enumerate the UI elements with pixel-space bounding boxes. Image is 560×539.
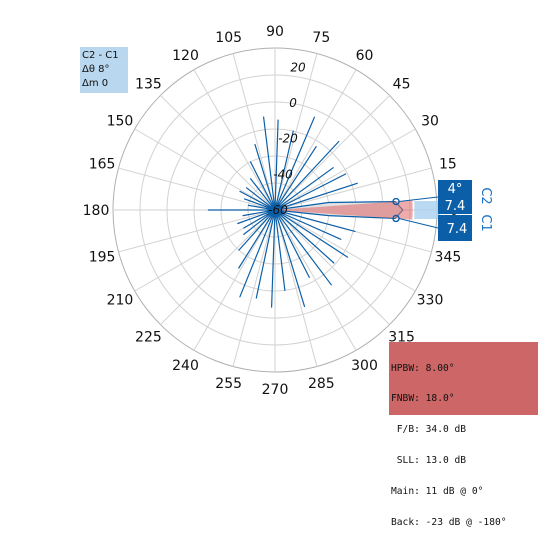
measure-back: Back: -23 dB @ -180° <box>391 517 507 529</box>
angle-tick-label: 45 <box>393 76 411 92</box>
angle-tick-label: 165 <box>89 157 116 173</box>
polar-grid <box>112 47 438 373</box>
angle-tick-label: 195 <box>89 249 116 265</box>
grid-spoke <box>274 95 390 211</box>
main-lobe-highlight <box>275 200 441 220</box>
angle-tick-label: 90 <box>266 24 284 40</box>
radial-tick-label: -60 <box>268 203 288 217</box>
measurement-box[interactable]: HPBW: 8.00° FNBW: 18.0° F/B: 34.0 dB SLL… <box>389 342 538 528</box>
grid-spoke <box>274 69 357 211</box>
radial-tick-labels: -60 -40 -20 0 20 <box>268 60 306 217</box>
grid-spoke <box>274 209 390 325</box>
grid-spoke <box>274 209 318 367</box>
cursor-box-c2[interactable] <box>438 180 472 214</box>
cursor-leader <box>398 217 439 229</box>
angle-tick-label: 210 <box>107 293 134 309</box>
angle-tick-label: 255 <box>215 376 242 392</box>
angle-tick-label: 120 <box>172 48 199 64</box>
grid-spoke <box>160 95 276 211</box>
grid-spoke <box>232 53 276 211</box>
angle-tick-label: 315 <box>388 330 415 346</box>
angle-tick-label: 135 <box>135 76 162 92</box>
grid-spoke <box>118 167 276 211</box>
half-power-marker <box>414 201 441 219</box>
measure-fnbw: FNBW: 18.0° <box>391 393 455 405</box>
angle-tick-label: 270 <box>262 382 289 398</box>
grid-spoke <box>232 209 276 367</box>
measure-hpbw: HPBW: 8.00° <box>391 362 455 374</box>
cursor-angle-label: 4° <box>448 182 463 197</box>
radial-tick-label: -40 <box>273 167 293 181</box>
angle-tick-label: 75 <box>312 30 330 46</box>
angle-tick-label: 330 <box>417 293 444 309</box>
grid-spoke <box>193 69 276 211</box>
radial-tick-label: -20 <box>278 132 298 146</box>
cursor-diff-dtheta: Δθ 8° <box>82 64 110 75</box>
cursor-box-c1[interactable] <box>438 215 472 241</box>
angle-tick-label: 60 <box>356 48 374 64</box>
grid-spoke <box>134 128 276 211</box>
main-lobe-wedge <box>275 200 413 220</box>
measure-main: Main: 11 dB @ 0° <box>391 486 484 498</box>
angle-tick-label: 285 <box>308 376 335 392</box>
grid-spoke <box>118 209 276 253</box>
grid-spoke <box>274 209 416 292</box>
angle-tick-label: 105 <box>215 30 242 46</box>
angle-tick-label: 225 <box>135 330 162 346</box>
cursor-diff-title: C2 - C1 <box>82 50 119 61</box>
grid-spoke <box>274 209 357 351</box>
cursor-diff-dm: Δm 0 <box>82 78 109 89</box>
angle-tick-label: 150 <box>107 114 134 130</box>
cursor-name-label: C1 <box>478 214 493 231</box>
angle-tick-label: 30 <box>421 114 439 130</box>
angle-tick-label: 300 <box>351 358 378 374</box>
grid-spoke <box>193 209 276 351</box>
radial-tick-label: 0 <box>289 96 297 110</box>
angle-tick-labels: 0 15 30 45 60 75 90 105 120 135 150 165 180 195 210 225… <box>83 24 462 398</box>
angle-tick-label: 345 <box>435 249 462 265</box>
angle-tick-label: 15 <box>439 157 457 173</box>
cursor-markers[interactable]: 7.4 C1 4° 7.4 C2 <box>392 180 493 241</box>
grid-spoke <box>274 53 318 211</box>
radial-tick-label: 20 <box>290 60 306 74</box>
cursor-value-label: 7.4 <box>445 199 466 214</box>
cursor-leader <box>398 196 439 203</box>
measure-fb: F/B: 34.0 dB <box>391 424 467 436</box>
grid-spoke <box>274 128 416 211</box>
angle-tick-label: 240 <box>172 358 199 374</box>
grid-spoke <box>274 167 432 211</box>
angle-tick-label: 180 <box>83 203 110 219</box>
cursor-difference-box[interactable]: C2 - C1 Δθ 8° Δm 0 <box>80 47 128 93</box>
measure-sll: SLL: 13.0 dB <box>391 455 467 467</box>
cursor-name-label: C2 <box>478 187 493 204</box>
polar-chart: 0 15 30 45 60 75 90 105 120 135 150 165 180 195 210 225… <box>83 24 493 398</box>
grid-spoke <box>160 209 276 325</box>
cursor-value-label: 7.4 <box>447 222 468 237</box>
